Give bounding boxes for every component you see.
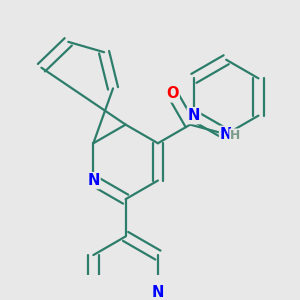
Text: N: N [87, 173, 100, 188]
Text: H: H [230, 130, 241, 142]
Text: O: O [166, 86, 179, 101]
Text: N: N [152, 285, 164, 300]
Text: N: N [220, 127, 233, 142]
Text: N: N [188, 108, 200, 123]
